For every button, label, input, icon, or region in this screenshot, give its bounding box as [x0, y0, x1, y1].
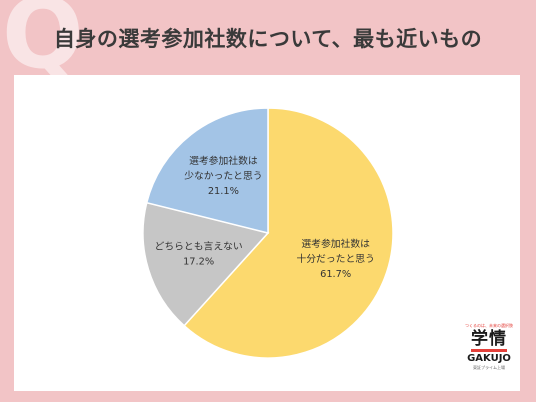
slice-category-label: 十分だったと思う	[296, 252, 374, 265]
slice-category-label: 選考参加社数は	[301, 237, 370, 250]
slice-value-label: 61.7%	[320, 269, 351, 280]
q-mark: Q	[2, 0, 84, 90]
pie-slice-0	[183, 107, 394, 359]
logo-accent-bar	[471, 349, 507, 352]
chart-panel: 選考参加社数は 十分だったと思う 61.7% どちらとも言えない 17.2% 選考参加社数…	[14, 75, 520, 391]
logo-subtext: 東証プライム上場	[473, 365, 505, 370]
pie-slice-2	[145, 107, 269, 234]
company-logo: つくるのは、未来の選択肢 学情 GAKUJO 東証プライム上場	[460, 323, 518, 389]
pie-chart: 選考参加社数は十分だったと思う61.7%どちらとも言えない17.2%選考参加社数…	[142, 107, 394, 359]
slice-value-label: 17.2%	[183, 257, 214, 268]
page-title: 自身の選考参加社数について、最も近いもの	[53, 27, 483, 51]
slice-category-label: 選考参加社数は	[189, 154, 258, 167]
slice-category-label: 少なかったと思う	[184, 170, 262, 182]
slice-category-label: どちらとも言えない	[155, 240, 243, 253]
pie-slice-1	[142, 201, 270, 327]
logo-brand-jp: 学情	[471, 329, 507, 349]
slice-value-label: 21.1%	[208, 186, 239, 197]
logo-brand-en: GAKUJO	[467, 353, 511, 364]
logo-tagline: つくるのは、未来の選択肢	[465, 323, 513, 328]
slice-label-1: どちらとも言えない 17.2%	[155, 240, 243, 268]
